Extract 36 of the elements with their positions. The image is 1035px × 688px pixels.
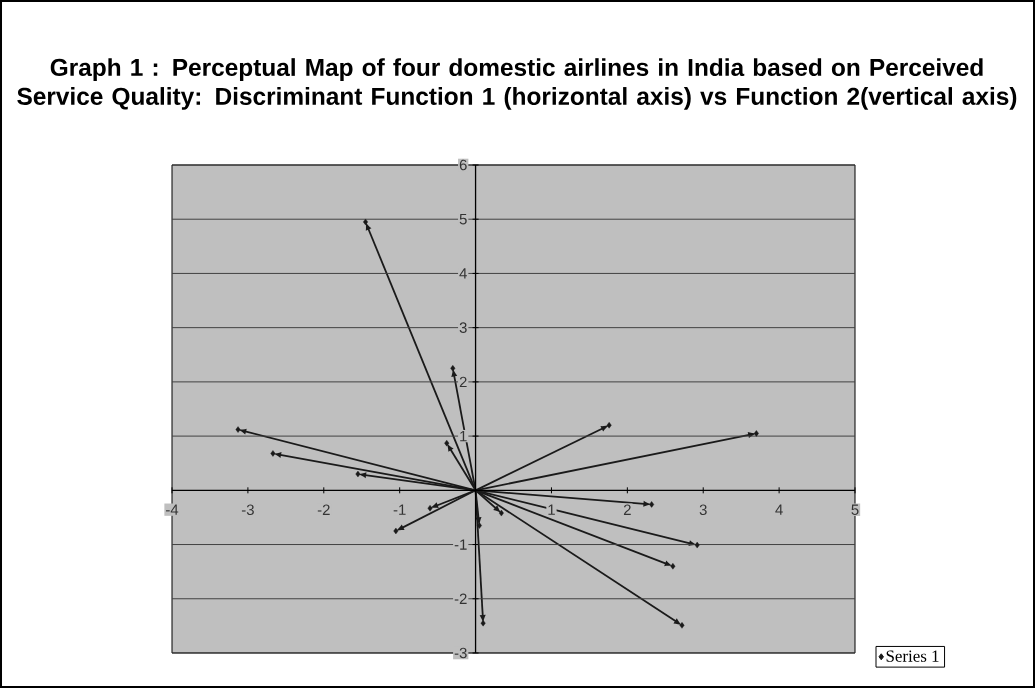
point [476, 522, 482, 529]
point [649, 501, 655, 508]
point [753, 430, 759, 437]
point [480, 619, 486, 627]
point [444, 439, 450, 447]
y-tick-label: 5 [459, 214, 467, 225]
point [270, 450, 276, 457]
x-tick-label: -2 [317, 504, 330, 515]
x-tick-label: 4 [775, 504, 783, 515]
x-tick-label: 5 [851, 504, 859, 515]
chart-title: Graph 1 : Perceptual Map of four domestic airlines in India based on Perceived Service Quality: Discriminant Function 1 (horizontal axis) vs Function 2(vertical axis) [17, 58, 1017, 110]
legend-label: Series 1 [886, 650, 939, 662]
x-tick-label: 1 [548, 504, 555, 515]
point [694, 541, 700, 549]
y-tick-label: 4 [459, 268, 467, 279]
point [427, 505, 433, 512]
x-tick-label: 3 [699, 504, 707, 516]
point [679, 622, 685, 629]
y-tick-label: -2 [454, 593, 467, 604]
y-tick-label: 6 [459, 159, 467, 171]
x-tick-label: -4 [166, 504, 179, 515]
point [670, 563, 676, 570]
y-tick-label: 3 [459, 322, 467, 333]
y-tick-label: -3 [454, 647, 467, 659]
x-tick-label: -1 [393, 504, 406, 515]
y-tick-label: 1 [460, 430, 467, 442]
point [606, 422, 612, 429]
y-tick-label: 2 [459, 376, 467, 388]
x-tick-label: 2 [623, 504, 631, 515]
point [235, 426, 241, 433]
y-tick-label: -1 [454, 539, 467, 550]
x-tick-label: -3 [241, 504, 254, 516]
point [450, 365, 456, 372]
point [393, 527, 399, 535]
point [498, 509, 504, 517]
point [355, 470, 361, 478]
